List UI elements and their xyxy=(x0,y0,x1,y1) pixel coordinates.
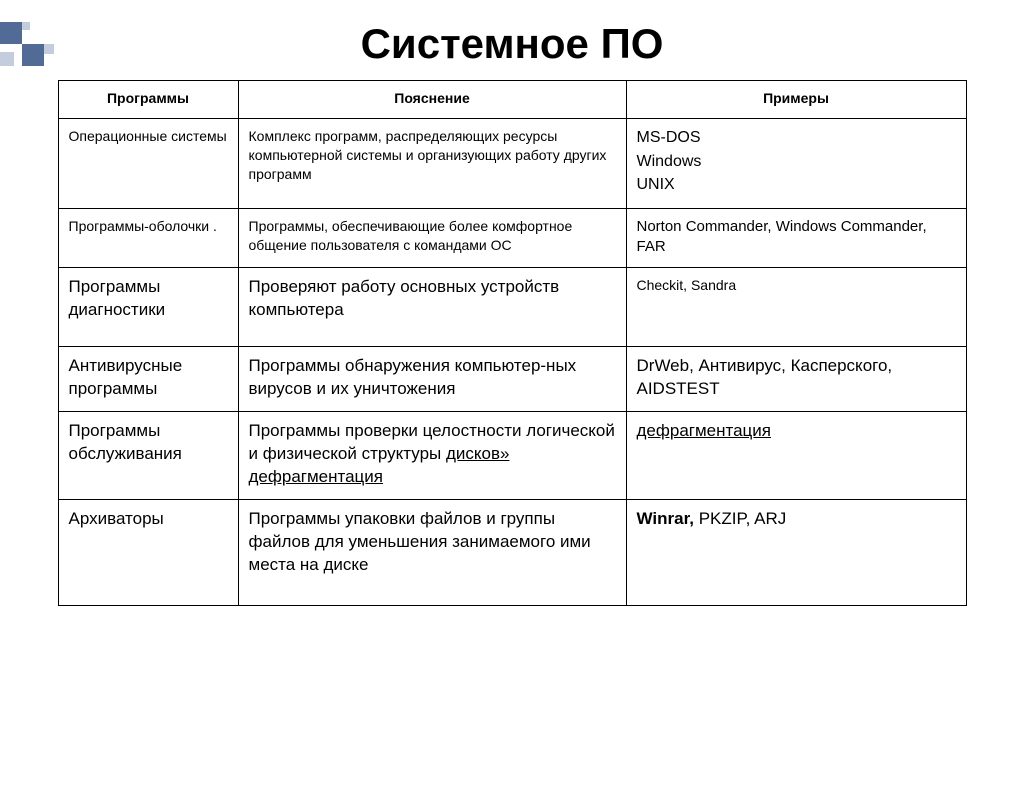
table-row: Программы обслуживанияПрограммы проверки… xyxy=(58,412,966,500)
table-row: Программы диагностикиПроверяют работу ос… xyxy=(58,268,966,347)
cell-description: Программы, обеспечивающие более комфортн… xyxy=(238,208,626,268)
cell-program: Архиваторы xyxy=(58,499,238,605)
cell-examples: MS-DOSWindowsUNIX xyxy=(626,118,966,208)
cell-examples: Winrar, PKZIP, ARJ xyxy=(626,499,966,605)
cell-program: Программы обслуживания xyxy=(58,412,238,500)
cell-description: Проверяют работу основных устройств комп… xyxy=(238,268,626,347)
cell-description: Комплекс программ, распределяющих ресурс… xyxy=(238,118,626,208)
header-examples: Примеры xyxy=(626,81,966,119)
cell-examples: Norton Commander, Windows Commander, FAR xyxy=(626,208,966,268)
cell-examples: DrWeb, Антивирус, Касперского, AIDSTEST xyxy=(626,347,966,412)
cell-program: Программы-оболочки . xyxy=(58,208,238,268)
cell-program: Антивирусные программы xyxy=(58,347,238,412)
table-header-row: Программы Пояснение Примеры xyxy=(58,81,966,119)
cell-program: Программы диагностики xyxy=(58,268,238,347)
page-title: Системное ПО xyxy=(0,22,1024,66)
cell-examples: Checkit, Sandra xyxy=(626,268,966,347)
cell-description: Программы проверки целостности логическо… xyxy=(238,412,626,500)
cell-examples: дефрагментация xyxy=(626,412,966,500)
table-body: Операционные системыКомплекс программ, р… xyxy=(58,118,966,605)
header-description: Пояснение xyxy=(238,81,626,119)
table-row: АрхиваторыПрограммы упаковки файлов и гр… xyxy=(58,499,966,605)
table-row: Операционные системыКомплекс программ, р… xyxy=(58,118,966,208)
cell-description: Программы обнаружения компьютер-ных виру… xyxy=(238,347,626,412)
table-row: Программы-оболочки .Программы, обеспечив… xyxy=(58,208,966,268)
cell-description: Программы упаковки файлов и группы файло… xyxy=(238,499,626,605)
system-software-table: Программы Пояснение Примеры Операционные… xyxy=(58,80,967,606)
cell-program: Операционные системы xyxy=(58,118,238,208)
header-programs: Программы xyxy=(58,81,238,119)
table-row: Антивирусные программыПрограммы обнаруже… xyxy=(58,347,966,412)
corner-decoration xyxy=(0,22,60,82)
